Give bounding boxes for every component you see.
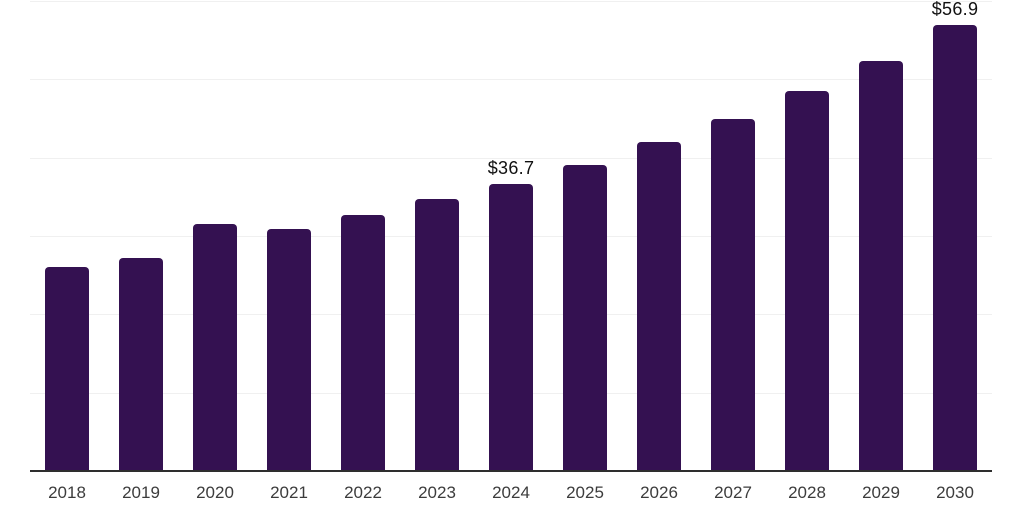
bar-2018 [45,267,89,471]
x-axis-line [30,470,992,472]
x-label-2024: 2024 [492,483,530,502]
bar-2021 [267,228,311,471]
bar-2026 [637,142,681,471]
x-label-2018: 2018 [48,483,86,502]
x-label-2029: 2029 [862,483,900,502]
bar-2025 [563,164,607,471]
x-label-2023: 2023 [418,483,456,502]
bar-2029 [859,60,903,471]
data-label-2024: $36.7 [487,157,535,178]
bar-2028 [785,91,829,471]
x-label-2025: 2025 [566,483,604,502]
bar-2030 [933,25,977,471]
bar-2019 [119,257,163,471]
x-label-2019: 2019 [122,483,160,502]
data-label-2030: $56.9 [931,0,979,20]
x-label-2022: 2022 [344,483,382,502]
bar-2020 [193,224,237,471]
bar-2023 [415,199,459,471]
x-label-2026: 2026 [640,483,678,502]
bar-2024 [489,183,533,471]
x-label-2030: 2030 [936,483,974,502]
x-label-2020: 2020 [196,483,234,502]
bar-2022 [341,214,385,471]
gridline-40 [30,157,992,159]
bar-2027 [711,118,755,471]
gridline-50 [30,79,992,81]
x-label-2027: 2027 [714,483,752,502]
gridline-60 [30,1,992,2]
x-label-2021: 2021 [270,483,308,502]
x-label-2028: 2028 [788,483,826,502]
